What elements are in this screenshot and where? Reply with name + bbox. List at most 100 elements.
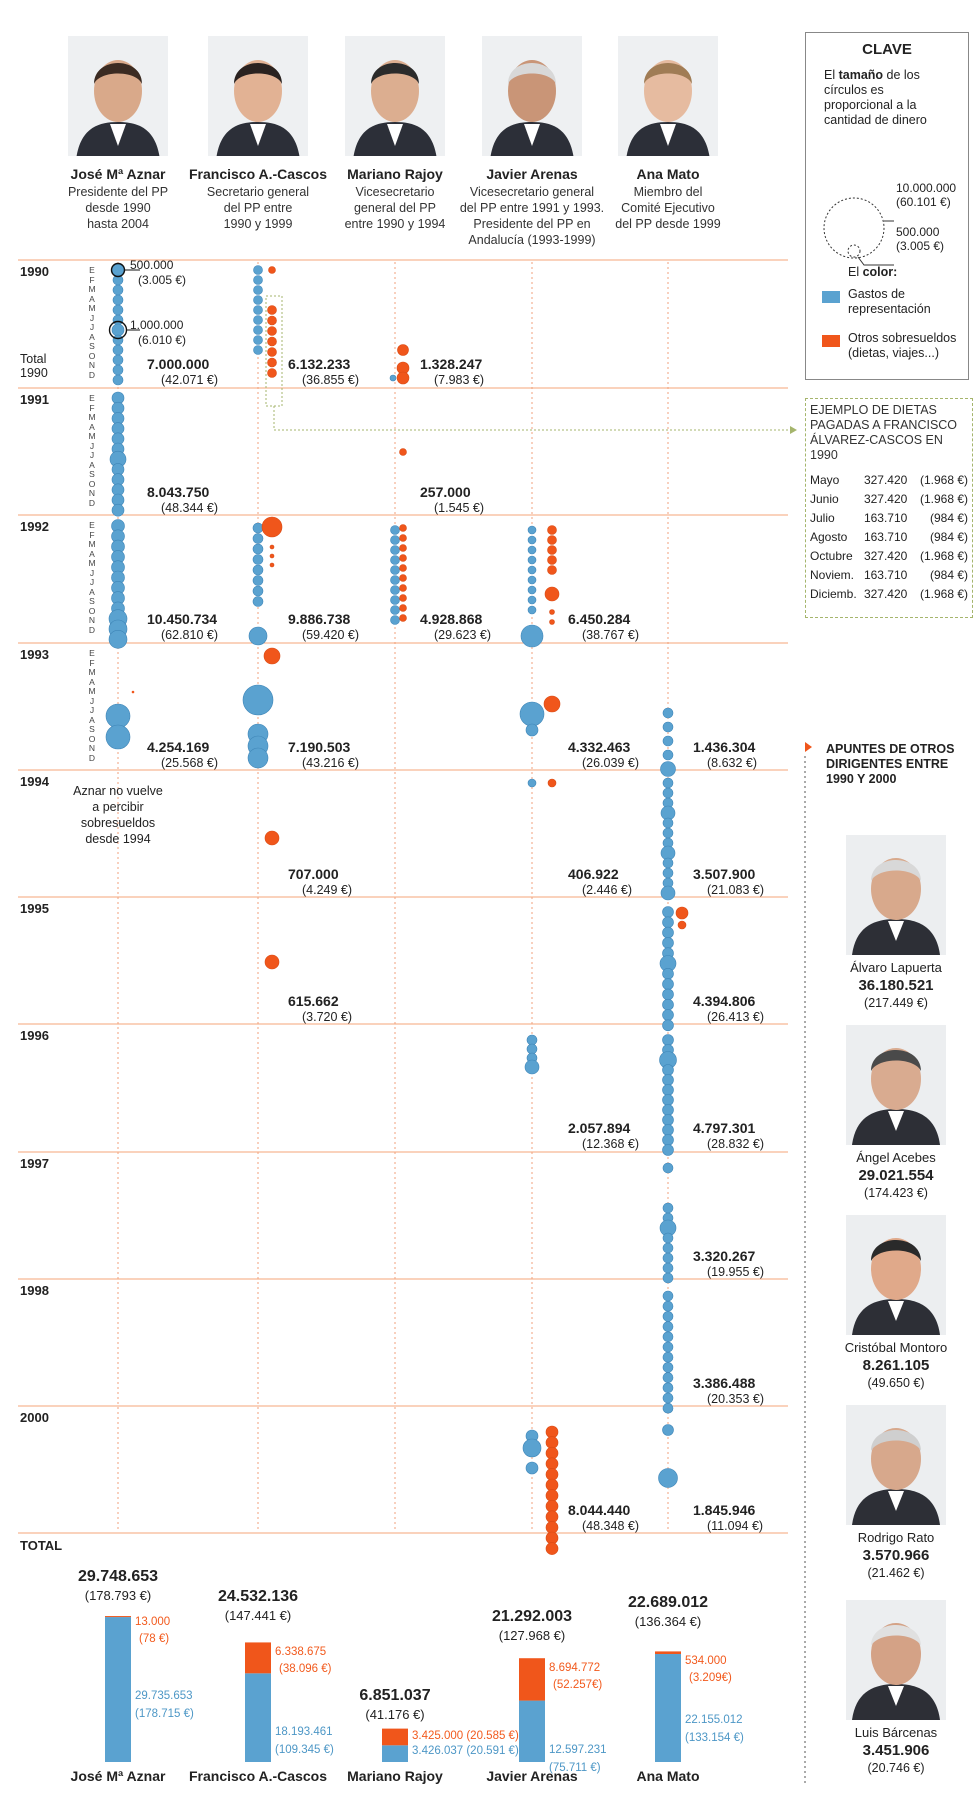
month-column-1993: E F M A M J J A S O N D bbox=[88, 648, 96, 763]
bubble-cascos-1990-o-1 bbox=[267, 315, 277, 326]
portrait-face bbox=[94, 60, 142, 122]
amount-1992-3: 6.450.284 bbox=[568, 611, 631, 627]
total-blue-eur-4: (133.154 €) bbox=[685, 1731, 744, 1744]
portrait-shirt bbox=[888, 1491, 904, 1511]
portrait-face bbox=[644, 60, 692, 122]
total-bar-orange-1 bbox=[245, 1642, 271, 1674]
key-blue-swatch bbox=[822, 291, 840, 303]
bubble-mato-1993-2 bbox=[662, 735, 674, 747]
bubble-mato-2000-a-0 bbox=[662, 1424, 674, 1436]
portrait-shirt bbox=[888, 1301, 904, 1321]
portrait-face bbox=[871, 1428, 921, 1490]
person-desc-1: Secretario general del PP entre 1990 y 1… bbox=[206, 185, 310, 231]
example-month: Julio bbox=[810, 511, 835, 525]
bubble-arenas-2000-b-0 bbox=[525, 1461, 539, 1475]
person-desc-2: Vicesecretario general del PP entre 1990… bbox=[344, 185, 446, 231]
total-amount-1: 24.532.136 bbox=[217, 1588, 299, 1605]
bubble-arenas-1992-o-2 bbox=[547, 545, 557, 555]
bubble-arenas-1992-3 bbox=[527, 555, 537, 565]
total-amount-4: 22.689.012 bbox=[627, 1594, 709, 1611]
portrait-hair bbox=[644, 63, 692, 84]
bubble-arenas-1992-o-1 bbox=[547, 535, 557, 545]
person-name-0: José Mª Aznar bbox=[70, 166, 166, 182]
legend-ring-big bbox=[108, 320, 128, 340]
month-column-1992: E F M A M J J A S O N D bbox=[88, 520, 96, 635]
total-bar-blue-2 bbox=[382, 1745, 408, 1762]
bubble-rajoy-1992-3 bbox=[390, 555, 400, 565]
bubble-mato-1996-11 bbox=[662, 1144, 674, 1156]
bubble-rajoy-1992-o-6 bbox=[399, 584, 407, 592]
bubble-cascos-1990-o-3 bbox=[267, 336, 277, 347]
example-amount: 163.710 bbox=[863, 568, 908, 582]
bubble-cascos-1990-0 bbox=[253, 265, 263, 275]
portrait-face bbox=[871, 858, 921, 920]
key-box: CLAVE El tamaño de los círculos es propo… bbox=[805, 32, 969, 380]
others-title: APUNTES DE OTROS DIRIGENTES ENTRE 1990 Y… bbox=[826, 742, 955, 786]
amount-eur-1993-0: (25.568 €) bbox=[161, 756, 218, 770]
bubble-rajoy-1992-o-3 bbox=[399, 554, 407, 562]
amount-eur-1997-4: (19.955 €) bbox=[707, 1265, 764, 1279]
bubble-cascos-1992-4 bbox=[252, 564, 264, 576]
example-amount: 327.420 bbox=[863, 549, 908, 563]
amount-eur-1992-3: (38.767 €) bbox=[582, 628, 639, 642]
bubble-rajoy-1990-blue-0 bbox=[389, 374, 397, 382]
amount-eur-1996-4: (28.832 €) bbox=[707, 1137, 764, 1151]
portrait-face bbox=[508, 60, 556, 122]
bubble-mato-1997-a-0 bbox=[662, 1162, 674, 1174]
amount-eur-1995-1: (3.720 €) bbox=[302, 1010, 353, 1024]
amount-eur-1992-1: (59.420 €) bbox=[302, 628, 359, 642]
key-orange-label: Otros sobresueldos (dietas, viajes...) bbox=[848, 331, 957, 360]
total-label: TOTAL bbox=[20, 1538, 63, 1553]
example-eur: (1.968 €) bbox=[919, 587, 968, 601]
bubble-rajoy-1992-o-9 bbox=[399, 614, 407, 622]
bubble-rajoy-1992-4 bbox=[390, 565, 400, 575]
year-label-1994: 1994 bbox=[20, 774, 49, 789]
bubble-cascos-1990-o-4 bbox=[267, 347, 277, 357]
amount-eur-1993-1: (43.216 €) bbox=[302, 756, 359, 770]
bubble-arenas-1994-0 bbox=[527, 778, 537, 788]
bubble-cascos-1990-7 bbox=[253, 335, 263, 345]
amount-eur-1993-3: (26.039 €) bbox=[582, 756, 639, 770]
other-eur-2: (49.650 €) bbox=[867, 1376, 925, 1390]
total-orange-label-1: 6.338.675 bbox=[275, 1646, 327, 1659]
other-name-1: Ángel Acebes bbox=[856, 1150, 936, 1165]
bubble-aznar-1990-11 bbox=[112, 374, 124, 386]
bubble-arenas-1992-2 bbox=[527, 545, 537, 555]
portrait-rato bbox=[846, 1405, 946, 1525]
other-name-4: Luis Bárcenas bbox=[854, 1725, 938, 1740]
total-eur-4: (136.364 €) bbox=[634, 1614, 702, 1629]
example-month: Diciemb. bbox=[810, 587, 857, 601]
totals-chart bbox=[105, 1616, 681, 1762]
portrait-shirt bbox=[387, 124, 403, 146]
portrait-shirt bbox=[888, 921, 904, 941]
example-amount: 327.420 bbox=[863, 473, 908, 487]
amount-1991-0: 8.043.750 bbox=[147, 484, 210, 500]
bubble-cascos-1994-o-0 bbox=[264, 830, 280, 846]
others-arrow-icon bbox=[805, 742, 812, 752]
example-title: EJEMPLO DE DIETAS PAGADAS A FRANCISCO ÁL… bbox=[810, 403, 958, 462]
other-amount-2: 8.261.105 bbox=[862, 1357, 930, 1374]
portrait-face bbox=[234, 60, 282, 122]
amount-1994-1: 707.000 bbox=[288, 866, 339, 882]
inline-legend-big-eur: (6.010 €) bbox=[138, 333, 187, 347]
person-name-3: Javier Arenas bbox=[486, 166, 578, 182]
portrait-shirt bbox=[888, 1686, 904, 1706]
bubble-aznar-1993-o bbox=[131, 690, 135, 694]
bubble-mato-1995-o-0 bbox=[677, 920, 687, 930]
bubble-cascos-1992-o-1 bbox=[269, 553, 275, 559]
month-column-1990: E F M A M J J A S O N D bbox=[88, 265, 96, 380]
total-1990-label: Total 1990 bbox=[20, 352, 48, 380]
key-blue-label: Gastos de representación bbox=[848, 287, 931, 316]
bubble-arenas-1992-o-small-0 bbox=[549, 609, 555, 615]
bubble-arenas-2000-o-11 bbox=[545, 1542, 559, 1555]
amount-eur-2000-3: (48.348 €) bbox=[582, 1519, 639, 1533]
example-eur: (984 €) bbox=[929, 530, 968, 544]
other-eur-4: (20.746 €) bbox=[867, 1761, 925, 1775]
year-label-1998: 1998 bbox=[20, 1283, 49, 1298]
portrait-lapuerta bbox=[846, 835, 946, 955]
total-blue-eur-3: (75.711 €) bbox=[549, 1762, 601, 1775]
bubble-mato-2000-big-0 bbox=[658, 1468, 678, 1488]
amount-eur-1990-1: (36.855 €) bbox=[302, 373, 359, 387]
amount-eur-1994-4: (21.083 €) bbox=[707, 883, 764, 897]
bubble-mato-1995-11 bbox=[662, 1019, 674, 1032]
